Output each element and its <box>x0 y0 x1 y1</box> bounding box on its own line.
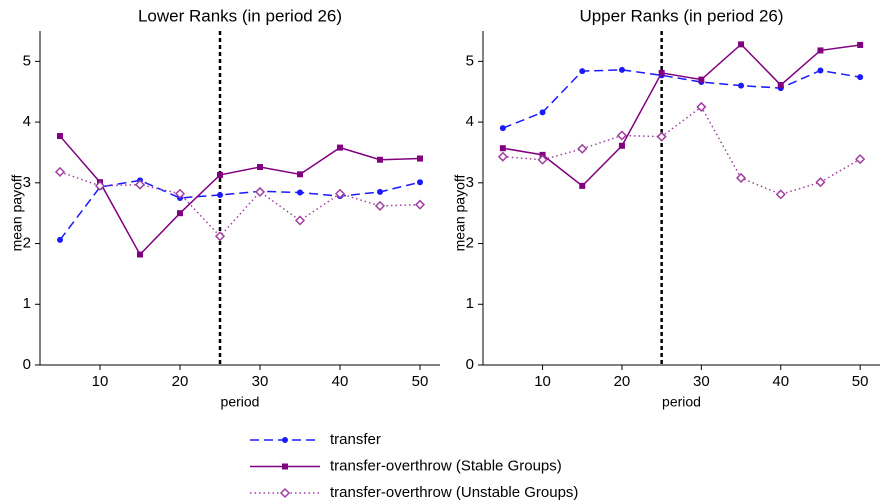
series-line <box>502 105 861 196</box>
x-tick-label: 10 <box>92 373 109 390</box>
point <box>579 182 586 189</box>
point <box>134 179 146 190</box>
point <box>217 171 223 178</box>
legend-label: transfer-overthrow (Unstable Groups) <box>330 484 578 501</box>
point <box>499 145 506 152</box>
point <box>417 155 423 162</box>
point <box>815 177 826 188</box>
point <box>539 109 546 116</box>
point <box>297 171 303 178</box>
point <box>579 68 586 75</box>
point <box>735 172 747 184</box>
y-axis-label: mean payoff <box>9 174 25 251</box>
y-tick-label: 4 <box>23 113 31 130</box>
y-tick-label: 0 <box>23 356 31 373</box>
point <box>777 82 784 89</box>
y-tick-label: 4 <box>466 113 474 130</box>
point <box>257 164 263 171</box>
point <box>775 189 786 200</box>
point <box>618 66 625 73</box>
point <box>618 142 625 149</box>
legend-marker <box>279 487 291 499</box>
y-tick-label: 1 <box>466 295 474 312</box>
legend-marker <box>282 437 288 443</box>
x-tick-label: 30 <box>693 373 710 390</box>
y-tick-label: 0 <box>466 356 474 373</box>
legend-label: transfer-overthrow (Stable Groups) <box>330 457 562 474</box>
chart-title: Lower Ranks (in period 26) <box>138 6 342 25</box>
point <box>414 199 426 210</box>
x-tick-label: 30 <box>252 373 269 390</box>
point <box>817 47 824 54</box>
point <box>738 41 745 48</box>
point <box>177 210 183 217</box>
legend-label: transfer <box>330 431 381 448</box>
x-tick-label: 20 <box>614 373 631 390</box>
point <box>54 166 66 177</box>
x-tick-label: 10 <box>534 373 551 390</box>
y-tick-label: 2 <box>23 235 31 252</box>
y-tick-label: 5 <box>23 52 31 69</box>
series-line <box>59 135 421 256</box>
point <box>374 200 386 211</box>
point <box>377 156 383 163</box>
point <box>738 82 745 89</box>
point <box>696 101 707 112</box>
point <box>337 144 343 151</box>
point <box>57 133 63 140</box>
y-tick-label: 2 <box>466 235 474 252</box>
point <box>294 215 306 226</box>
point <box>857 74 864 81</box>
point <box>658 69 665 76</box>
point <box>174 188 186 199</box>
y-tick-label: 1 <box>23 295 31 312</box>
point <box>137 251 143 258</box>
point <box>94 180 106 191</box>
x-tick-label: 20 <box>172 373 189 390</box>
point <box>217 191 223 198</box>
point <box>417 179 423 186</box>
point <box>537 154 548 165</box>
point <box>698 76 705 83</box>
series-line <box>59 171 421 238</box>
point <box>857 41 864 48</box>
series-line <box>502 43 861 187</box>
legend-marker <box>282 463 288 470</box>
point <box>817 67 824 74</box>
point <box>214 231 226 242</box>
y-tick-label: 3 <box>23 174 31 191</box>
y-tick-label: 3 <box>466 174 474 191</box>
series-line <box>59 179 421 241</box>
point <box>616 130 628 141</box>
point <box>497 151 508 162</box>
series-line <box>502 69 861 129</box>
point <box>334 188 346 199</box>
point <box>656 131 667 142</box>
point <box>577 143 588 154</box>
x-tick-label: 50 <box>852 373 869 390</box>
chart-title: Upper Ranks (in period 26) <box>579 6 783 25</box>
x-axis-label: period <box>221 394 260 410</box>
point <box>855 154 866 165</box>
point <box>499 125 506 132</box>
point <box>254 186 266 197</box>
point <box>297 189 303 196</box>
x-tick-label: 40 <box>332 373 349 390</box>
x-tick-label: 40 <box>772 373 789 390</box>
x-axis-label: period <box>662 394 701 410</box>
point <box>377 188 383 195</box>
x-tick-label: 50 <box>412 373 429 390</box>
point <box>57 236 63 243</box>
y-tick-label: 5 <box>466 52 474 69</box>
y-axis-label: mean payoff <box>452 174 468 251</box>
